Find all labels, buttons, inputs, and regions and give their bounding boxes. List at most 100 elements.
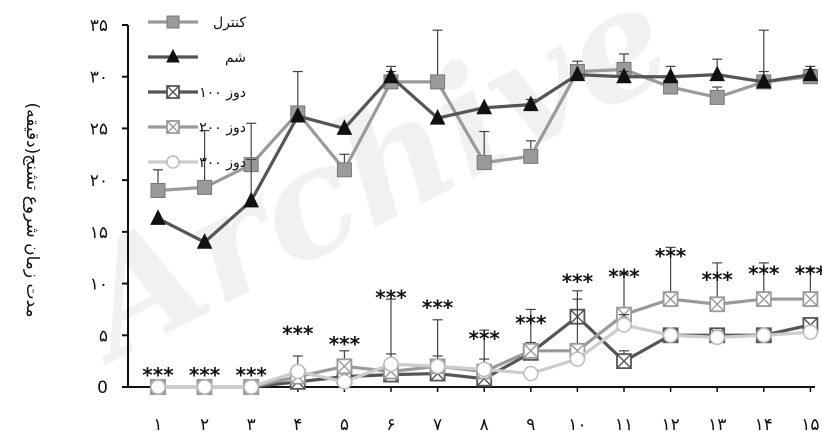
data-point [569, 351, 586, 367]
y-axis-label: مدت زمان شروع تشنج(دقیقه) [22, 102, 42, 317]
x-tick-label: ۲ [200, 415, 209, 435]
legend-marker [166, 155, 180, 169]
significance-marker: *** [375, 285, 407, 309]
legend-label: دوز ۱۰۰ [199, 85, 246, 101]
data-point [336, 162, 352, 178]
x-tick-label: ۴ [293, 415, 302, 435]
significance-marker: *** [702, 268, 734, 292]
x-tick-label: ۶ [386, 415, 395, 435]
data-point [709, 89, 725, 105]
data-point [802, 65, 819, 82]
legend-item: شم [148, 48, 246, 66]
data-point [662, 327, 679, 344]
legend-marker [166, 120, 180, 134]
y-tick-label: ۳۵ [90, 16, 108, 36]
significance-marker: *** [608, 265, 640, 289]
y-tick-label: ۲۰ [90, 171, 108, 191]
data-point [150, 209, 166, 225]
data-point [476, 98, 493, 115]
data-point [476, 361, 492, 378]
data-point [802, 291, 819, 307]
data-point [429, 358, 446, 375]
data-point [522, 342, 539, 359]
data-point [429, 108, 446, 125]
legend: کنترل شم دوز ۱۰۰ دوز ۲۰۰ دوز ۳۰۰ [148, 15, 246, 171]
significance-marker: *** [795, 261, 822, 285]
data-point-cross-b [336, 358, 352, 374]
x-tick-label: ۱۴ [755, 415, 773, 435]
legend-label: دوز ۲۰۰ [199, 120, 246, 136]
significance-marker: *** [562, 270, 594, 294]
data-point [755, 72, 772, 89]
data-point [756, 327, 772, 344]
legend-label: دوز ۳۰۰ [199, 155, 246, 171]
legend-label: کنترل [213, 15, 246, 31]
data-point [755, 291, 772, 307]
data-point [802, 324, 819, 340]
legend-marker [166, 48, 180, 63]
data-point [383, 356, 399, 372]
significance-marker: *** [748, 261, 780, 285]
y-tick-label: ۱۰ [90, 275, 108, 295]
y-tick-label: 0 [97, 378, 108, 398]
legend-marker-cross-b [166, 85, 180, 99]
series-2 [150, 29, 819, 249]
x-tick-label: ۳ [247, 415, 256, 435]
data-point [616, 353, 632, 370]
data-point [336, 358, 353, 375]
legend-marker [166, 85, 180, 99]
data-point-cross-b [663, 291, 679, 307]
data-point [197, 179, 213, 195]
x-tick-label: ۱۰ [568, 415, 586, 435]
significance-marker: *** [236, 363, 268, 387]
x-tick-label: ۷ [433, 415, 442, 435]
data-point [290, 363, 306, 380]
data-point [616, 67, 632, 84]
significance-marker: *** [515, 311, 547, 335]
legend-label: شم [225, 50, 246, 66]
y-tick-label: ۱۵ [90, 223, 108, 243]
y-tick-label: ۳۰ [90, 68, 108, 88]
data-point [662, 67, 679, 84]
data-point [523, 365, 539, 382]
x-tick-label: ۸ [480, 415, 489, 435]
data-point-cross-b [709, 296, 725, 312]
data-point [196, 379, 213, 395]
y-tick-label: ۲۵ [90, 119, 108, 139]
data-point-cross-b [756, 291, 772, 307]
significance-marker: *** [142, 363, 174, 387]
data-point [150, 379, 166, 395]
data-point [243, 191, 260, 208]
data-point [430, 74, 446, 90]
data-point-cross-b [616, 353, 632, 369]
legend-marker-cross-b [166, 120, 180, 134]
x-tick-label: ۱۲ [661, 415, 679, 435]
significance-marker: *** [282, 321, 314, 345]
data-point [196, 233, 213, 249]
data-point-cross-b [523, 343, 539, 359]
significance-marker: *** [469, 327, 501, 351]
data-point [383, 67, 399, 84]
significance-marker: *** [655, 244, 687, 268]
x-tick-label: ۱ [153, 415, 162, 435]
data-point [336, 374, 353, 390]
data-point-cross-b [802, 291, 818, 307]
data-point [150, 182, 166, 198]
significance-layer: *** *** *** *** *** *** *** *** *** *** *** *** *** *… [142, 244, 822, 387]
x-tick-label: ۱۵ [801, 415, 819, 435]
significance-marker: *** [189, 363, 221, 387]
legend-item: دوز ۱۰۰ [148, 85, 246, 101]
data-point [709, 65, 726, 82]
x-tick-label: ۱۳ [708, 415, 726, 435]
data-point [336, 119, 353, 135]
data-point [709, 329, 725, 346]
data-point [289, 106, 306, 123]
legend-marker [166, 15, 180, 29]
significance-marker: *** [422, 296, 454, 320]
data-point [616, 317, 632, 333]
data-point [476, 155, 492, 171]
significance-marker: *** [329, 332, 361, 356]
data-point [662, 291, 679, 307]
